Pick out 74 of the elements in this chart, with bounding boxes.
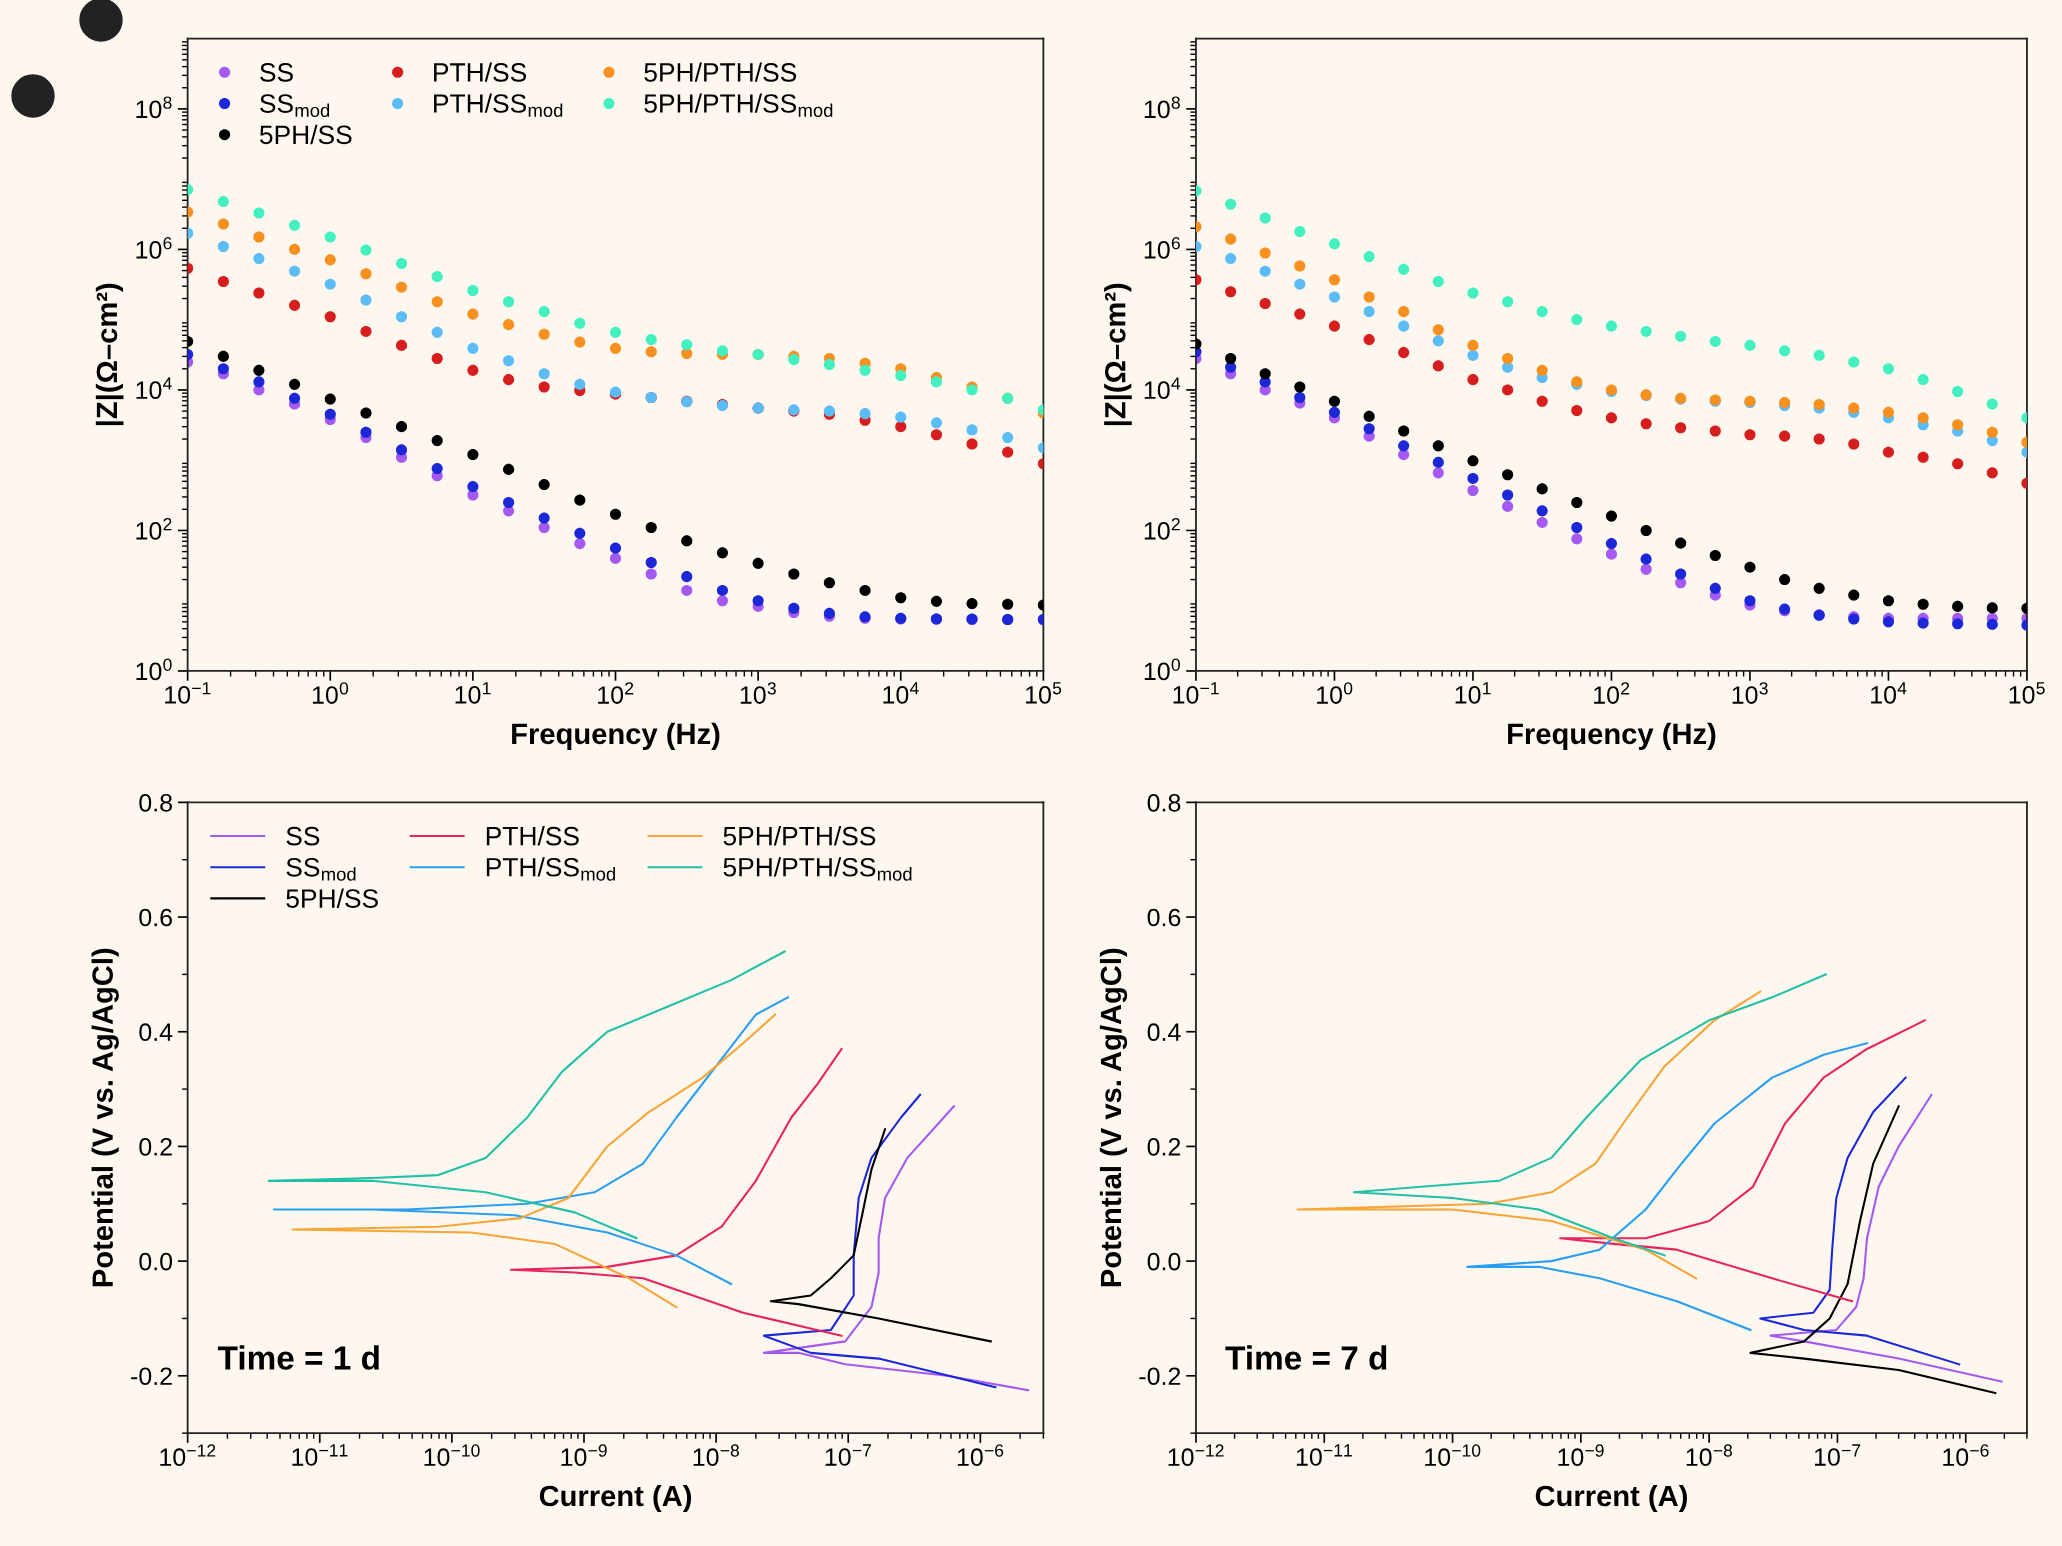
x-tick-label: 10$^{−11}$	[292, 1444, 348, 1466]
legend-label: PTH/SS	[486, 826, 579, 846]
x-tick-label: 10$^{4}$	[1871, 682, 1907, 704]
y-axis-title: |Z|(Ω–cm²)	[95, 283, 124, 426]
x-tick-label: 10$^{−10}$	[424, 1444, 480, 1467]
legend-label: PTH/SS$_{mod}$	[434, 93, 563, 117]
x-axis-title: Frequency (Hz)	[512, 722, 720, 750]
x-tick-label: 10$^{−12}$	[160, 1444, 216, 1467]
x-tick-label: 10$^{−9}$	[1558, 1444, 1604, 1467]
y-tick-label: 10$^{0}$	[136, 658, 172, 681]
y-tick-label: 10$^{6}$	[1144, 236, 1180, 259]
y-tick-label: 0.4	[1147, 1023, 1181, 1042]
y-axis-title: Potential (V vs. Ag/AgCl)	[1099, 948, 1128, 1287]
x-tick-label: 10$^{5}$	[1026, 682, 1062, 704]
y-tick-label: 10$^{4}$	[136, 377, 172, 400]
y-tick-label: 0.2	[139, 1138, 172, 1156]
y-tick-label: 0.8	[1147, 793, 1181, 812]
x-tick-label: 10$^{3}$	[740, 682, 776, 704]
legend-label: SS$_{mod}$	[286, 857, 356, 881]
x-tick-label: 10$^{3}$	[1732, 682, 1768, 704]
legend-label: 5PH/SS	[259, 124, 352, 145]
x-tick-label: 10$^{0}$	[1317, 682, 1353, 704]
annotation: Time = 1 d	[217, 1345, 379, 1370]
y-tick-label: 10$^{8}$	[1144, 96, 1180, 119]
y-tick-label: 10$^{2}$	[136, 518, 172, 540]
legend-label: PTH/SS$_{mod}$	[486, 857, 616, 881]
x-tick-label: 10$^{−6}$	[1943, 1444, 1989, 1467]
legend-label: SS$_{mod}$	[260, 94, 330, 118]
x-tick-label: 10$^{5}$	[2009, 682, 2045, 704]
x-tick-label: 10$^{−1}$	[1173, 682, 1219, 704]
y-tick-label: 0.6	[1147, 908, 1181, 927]
x-tick-label: 10$^{−11}$	[1296, 1444, 1352, 1466]
y-tick-label: -0.2	[1139, 1367, 1181, 1386]
legend-label: PTH/SS	[434, 62, 527, 82]
x-tick-label: 10$^{2}$	[598, 682, 634, 704]
legend-label: SS	[286, 826, 320, 846]
legend-label: 5PH/PTH/SS$_{mod}$	[723, 857, 912, 881]
x-tick-label: 10$^{2}$	[1594, 682, 1630, 704]
x-tick-label: 10$^{−10}$	[1425, 1444, 1481, 1467]
x-axis-title: Current (A)	[1535, 1484, 1687, 1513]
y-tick-label: 10$^{0}$	[1144, 658, 1180, 681]
y-tick-label: 0.2	[1147, 1138, 1181, 1156]
y-tick-label: 0.0	[1147, 1252, 1181, 1271]
y-tick-label: 10$^{2}$	[1144, 518, 1180, 540]
x-tick-label: 10$^{4}$	[883, 682, 919, 704]
x-tick-label: 10$^{−8}$	[693, 1444, 739, 1467]
x-tick-label: 10$^{−9}$	[561, 1444, 607, 1467]
y-tick-label: 0.0	[139, 1252, 173, 1271]
legend-label: 5PH/PTH/SS	[644, 62, 797, 82]
y-tick-label: 10$^{8}$	[136, 96, 172, 119]
legend-label: 5PH/PTH/SS$_{mod}$	[644, 93, 833, 117]
y-tick-label: 10$^{6}$	[136, 236, 172, 259]
y-tick-label: 0.6	[139, 908, 172, 927]
annotation: Time = 7 d	[1225, 1345, 1387, 1370]
x-tick-label: 10$^{−1}$	[165, 682, 211, 704]
x-axis-title: Current (A)	[539, 1484, 692, 1513]
x-tick-label: 10$^{−6}$	[957, 1444, 1004, 1467]
y-axis-title: |Z|(Ω–cm²)	[1104, 283, 1132, 426]
legend-label: 5PH/SS	[286, 888, 378, 908]
legend-label: 5PH/PTH/SS	[723, 826, 876, 846]
x-tick-label: 10$^{0}$	[312, 682, 349, 704]
x-tick-label: 10$^{−8}$	[1686, 1444, 1732, 1467]
x-tick-label: 10$^{1}$	[455, 682, 491, 704]
x-axis-title: Frequency (Hz)	[1508, 722, 1716, 750]
x-tick-label: 10$^{−7}$	[1814, 1444, 1861, 1466]
y-axis-title: Potential (V vs. Ag/AgCl)	[91, 948, 119, 1287]
x-tick-label: 10$^{−12}$	[1168, 1444, 1224, 1467]
y-tick-label: 0.4	[139, 1023, 173, 1042]
y-tick-label: -0.2	[131, 1367, 172, 1386]
legend-label: SS	[260, 63, 293, 82]
y-tick-label: 0.8	[139, 793, 172, 812]
x-tick-label: 10$^{−7}$	[825, 1444, 871, 1466]
y-tick-label: 10$^{4}$	[1144, 377, 1181, 400]
x-tick-label: 10$^{1}$	[1455, 682, 1491, 704]
